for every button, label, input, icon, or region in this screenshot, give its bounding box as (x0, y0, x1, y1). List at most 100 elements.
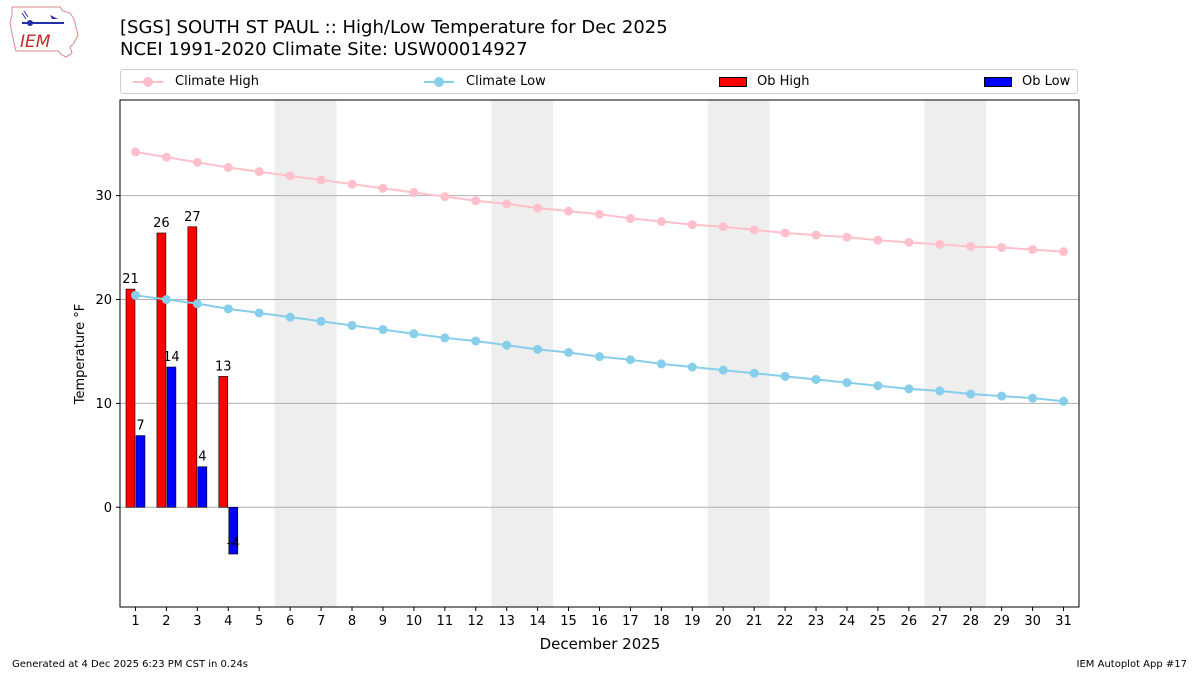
climate-low-point (687, 362, 697, 372)
weekend-shade (305, 100, 337, 607)
weekend-shade (924, 100, 956, 607)
climate-low-point (656, 359, 666, 369)
climate-low-point (347, 320, 357, 330)
x-tick-label: 1 (131, 614, 139, 629)
x-tick-label: 13 (498, 614, 515, 629)
x-tick-label: 25 (870, 614, 887, 629)
climate-low-point (997, 391, 1007, 401)
climate-high-point (285, 171, 295, 181)
climate-high-point (533, 203, 543, 213)
x-tick-label: 31 (1055, 614, 1072, 629)
x-tick-label: 12 (467, 614, 484, 629)
x-tick-label: 30 (1024, 614, 1041, 629)
climate-high-point (873, 235, 883, 245)
climate-low-point (192, 299, 202, 309)
ob-high-bar-label: 27 (184, 210, 201, 225)
climate-low-point (904, 384, 914, 394)
ob-low-bar-label: -4 (227, 536, 240, 551)
climate-high-point (966, 241, 976, 251)
climate-low-point (440, 333, 450, 343)
climate-high-point (811, 230, 821, 240)
ob-high-bar (218, 376, 229, 508)
x-tick-label: 28 (962, 614, 979, 629)
climate-high-point (842, 232, 852, 242)
x-tick-label: 29 (993, 614, 1010, 629)
legend-climate-high: Climate High (133, 70, 259, 93)
x-tick-label: 4 (224, 614, 232, 629)
climate-low-point (595, 352, 604, 362)
ob-high-bar-label: 13 (215, 359, 232, 374)
x-tick-label: 19 (684, 614, 701, 629)
x-tick-label: 23 (808, 614, 825, 629)
ob-low-bar-label: 4 (198, 450, 206, 465)
x-tick-label: 5 (255, 614, 263, 629)
climate-high-point (161, 152, 171, 162)
climate-low-point (502, 340, 512, 350)
climate-low-line (135, 294, 1064, 403)
climate-high-point (347, 179, 357, 189)
climate-low-point (811, 374, 821, 384)
legend-climate-low: Climate Low (424, 70, 546, 93)
climate-low-point (749, 368, 759, 378)
climate-high-point (1028, 245, 1038, 255)
x-tick-label: 21 (746, 614, 763, 629)
climate-low-point (1059, 396, 1069, 406)
app-footer: IEM Autoplot App #17 (1076, 659, 1187, 670)
climate-low-point (873, 381, 883, 391)
climate-low-point (564, 347, 574, 357)
x-tick-label: 14 (529, 614, 546, 629)
climate-high-point (440, 192, 450, 202)
legend-ob-high: Ob High (719, 70, 810, 93)
ob-low-bar (197, 466, 208, 508)
title-line-1: [SGS] SOUTH ST PAUL :: High/Low Temperat… (120, 17, 668, 38)
ob-low-bar-label: 14 (163, 350, 180, 365)
climate-high-point (223, 163, 233, 173)
x-tick-label: 11 (437, 614, 454, 629)
climate-high-point (192, 157, 202, 167)
climate-high-point (130, 147, 140, 157)
x-tick-label: 2 (162, 614, 170, 629)
climate-low-point (130, 290, 140, 300)
climate-low-point (409, 329, 419, 339)
weekend-shade (491, 100, 523, 607)
climate-high-point (749, 225, 759, 235)
x-tick-label: 26 (901, 614, 918, 629)
climate-low-point (625, 355, 635, 365)
y-axis-label: Temperature °F (73, 304, 88, 405)
iem-logo: IEM (9, 6, 79, 58)
ob-high-swatch (719, 76, 747, 87)
weekend-shade (274, 100, 306, 607)
x-tick-label: 18 (653, 614, 670, 629)
climate-low-point (935, 386, 945, 396)
weekend-shade (955, 100, 987, 607)
x-tick-label: 16 (591, 614, 608, 629)
legend-ob-high-label: Ob High (757, 74, 810, 89)
ob-low-bar (135, 435, 146, 508)
ob-high-bar (187, 226, 198, 508)
climate-low-point (161, 294, 171, 304)
climate-high-point (564, 206, 574, 216)
x-tick-label: 15 (560, 614, 577, 629)
x-tick-label: 24 (839, 614, 856, 629)
legend-climate-low-label: Climate Low (466, 74, 546, 89)
climate-low-point (1028, 393, 1038, 403)
climate-high-point (904, 237, 914, 247)
x-tick-label: 8 (348, 614, 356, 629)
x-tick-label: 9 (379, 614, 387, 629)
legend: Climate High Climate Low Ob High Ob Low (120, 69, 1078, 94)
x-tick-label: 20 (715, 614, 732, 629)
legend-ob-low-label: Ob Low (1022, 74, 1071, 89)
ob-low-bar (166, 366, 177, 508)
x-tick-label: 6 (286, 614, 294, 629)
climate-high-point (1059, 247, 1069, 257)
x-axis-label: December 2025 (540, 635, 661, 653)
y-tick-label: 0 (104, 501, 112, 516)
x-tick-label: 27 (932, 614, 949, 629)
weekend-shade (738, 100, 770, 607)
climate-high-point (656, 217, 666, 227)
climate-high-swatch (133, 76, 163, 87)
climate-high-point (935, 239, 945, 249)
climate-high-point (997, 243, 1007, 253)
ob-high-bar (156, 232, 167, 508)
